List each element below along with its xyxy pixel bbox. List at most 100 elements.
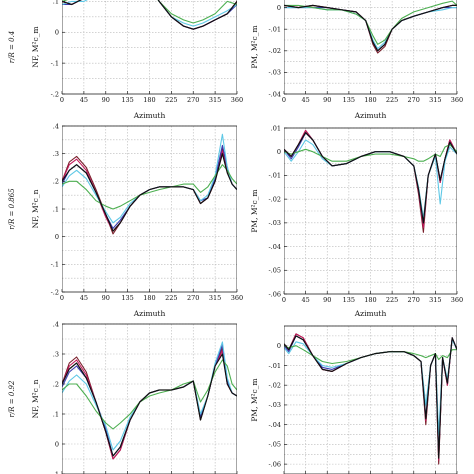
series-line-5 xyxy=(62,164,237,210)
series-line-5 xyxy=(284,144,457,162)
x-tick-label: 135 xyxy=(343,296,355,304)
y-tick-label: -.04 xyxy=(268,421,281,429)
y-axis-label: NF, M²c_n xyxy=(31,189,40,228)
x-tick-label: 315 xyxy=(429,96,441,104)
row-label: r/R = 0.4 xyxy=(8,31,16,63)
y-tick-label: -.2 xyxy=(51,90,59,98)
y-tick-label: .4 xyxy=(53,122,59,130)
series-line-5 xyxy=(284,0,457,45)
x-axis-label: Azimuth xyxy=(354,309,387,318)
x-tick-label: 180 xyxy=(143,294,155,302)
y-tick-label: -.02 xyxy=(268,382,281,390)
x-tick-label: 225 xyxy=(386,296,398,304)
x-tick-label: 0 xyxy=(282,296,286,304)
y-tick-label: -.04 xyxy=(268,90,281,98)
x-tick-label: 270 xyxy=(408,96,420,104)
series-line-6 xyxy=(284,4,457,52)
row-label: r/R = 0.865 xyxy=(8,188,16,230)
y-tick-label: 0 xyxy=(277,148,281,156)
y-tick-label: -.1 xyxy=(51,261,59,269)
y-tick-label: -.1 xyxy=(51,470,59,474)
x-tick-label: 135 xyxy=(121,294,133,302)
y-tick-label: 0 xyxy=(55,233,59,241)
y-tick-label: -.02 xyxy=(268,47,281,55)
y-tick-label: .1 xyxy=(53,410,59,418)
y-tick-label: -.02 xyxy=(268,195,281,203)
series-line-4 xyxy=(62,0,237,27)
x-tick-label: 0 xyxy=(282,96,286,104)
series-line-6 xyxy=(284,132,457,224)
plot-frame xyxy=(62,323,237,474)
y-tick-label: -.06 xyxy=(268,290,281,298)
series-line-5 xyxy=(62,0,237,24)
y-tick-label: .3 xyxy=(53,150,59,158)
y-tick-label: -.03 xyxy=(268,401,281,409)
plot-frame xyxy=(284,325,457,474)
y-axis-label: PM, M²c_m xyxy=(250,25,259,68)
y-tick-label: .3 xyxy=(53,350,59,358)
y-axis-label: NF, M²c_m xyxy=(31,26,40,67)
x-tick-label: 90 xyxy=(102,96,110,104)
y-tick-label: -.01 xyxy=(268,26,281,34)
x-tick-label: 270 xyxy=(187,294,199,302)
panel-middle-left: 0 45 90 135 180 225 270 315 360 -.2 -.1 0 .1 .2 .3 .4 Az… xyxy=(8,122,243,318)
y-axis-label: PM, M²c_m xyxy=(250,378,259,421)
panel-top-right: 0 45 90 135 180 225 270 315 360 -.04 -.03 -.02 -.01 0… xyxy=(250,0,463,120)
x-tick-label: 270 xyxy=(408,296,420,304)
x-tick-label: 90 xyxy=(102,294,110,302)
y-tick-label: -.05 xyxy=(268,267,281,275)
x-tick-label: 315 xyxy=(429,296,441,304)
y-tick-label: 0 xyxy=(55,29,59,37)
y-tick-label: -.03 xyxy=(268,219,281,227)
x-tick-label: 0 xyxy=(60,294,64,302)
x-tick-label: 45 xyxy=(80,96,88,104)
y-tick-label: .4 xyxy=(53,320,59,328)
panel-top-left: 0 45 90 135 180 225 270 315 360 -.2 -.1 0 .1 Azimuth N… xyxy=(8,0,243,120)
y-tick-label: 0 xyxy=(277,4,281,12)
series-line-6 xyxy=(62,0,237,30)
x-tick-label: 180 xyxy=(143,96,155,104)
x-tick-label: 225 xyxy=(386,96,398,104)
x-tick-label: 0 xyxy=(60,96,64,104)
x-tick-label: 270 xyxy=(187,96,199,104)
series-line-6 xyxy=(62,353,237,457)
y-tick-label: .1 xyxy=(53,0,59,6)
y-tick-label: -.05 xyxy=(268,441,281,449)
y-tick-label: .2 xyxy=(53,178,59,186)
x-tick-label: 360 xyxy=(451,96,463,104)
x-axis-label: Azimuth xyxy=(133,309,166,318)
x-tick-label: 360 xyxy=(231,96,243,104)
y-tick-label: .01 xyxy=(271,124,281,132)
y-tick-label: .1 xyxy=(53,205,59,213)
panel-middle-right: 0 45 90 135 180 225 270 315 360 -.06 -.05 -.04 -.03 -… xyxy=(250,124,463,318)
x-tick-label: 225 xyxy=(165,294,177,302)
y-tick-label: -.01 xyxy=(268,362,281,370)
x-tick-label: 90 xyxy=(323,296,331,304)
x-tick-label: 135 xyxy=(343,96,355,104)
x-tick-label: 360 xyxy=(231,294,243,302)
y-tick-label: 0 xyxy=(55,440,59,448)
y-axis-label: NF, M²c_n xyxy=(31,379,40,418)
row-label: r/R = 0.92 xyxy=(8,380,16,417)
x-axis-label: Azimuth xyxy=(133,111,166,120)
x-tick-label: 45 xyxy=(301,296,309,304)
x-tick-label: 45 xyxy=(301,96,309,104)
y-tick-label: -.01 xyxy=(268,172,281,180)
y-tick-label: -.1 xyxy=(51,59,59,67)
y-tick-label: -.06 xyxy=(268,460,281,468)
panel-bottom-right: 04590135180225270315360-.06-.05-.04-.03-… xyxy=(250,325,458,474)
series-line-5 xyxy=(62,359,237,430)
series-line-1 xyxy=(284,129,457,233)
x-tick-label: 135 xyxy=(121,96,133,104)
x-tick-label: 315 xyxy=(209,96,221,104)
x-tick-label: 45 xyxy=(80,294,88,302)
x-axis-label: Azimuth xyxy=(354,111,387,120)
y-tick-label: -.04 xyxy=(268,243,281,251)
y-tick-label: -.03 xyxy=(268,69,281,77)
x-tick-label: 90 xyxy=(323,96,331,104)
y-tick-label: -.2 xyxy=(51,288,59,296)
x-tick-label: 360 xyxy=(451,296,463,304)
x-tick-label: 180 xyxy=(364,296,376,304)
